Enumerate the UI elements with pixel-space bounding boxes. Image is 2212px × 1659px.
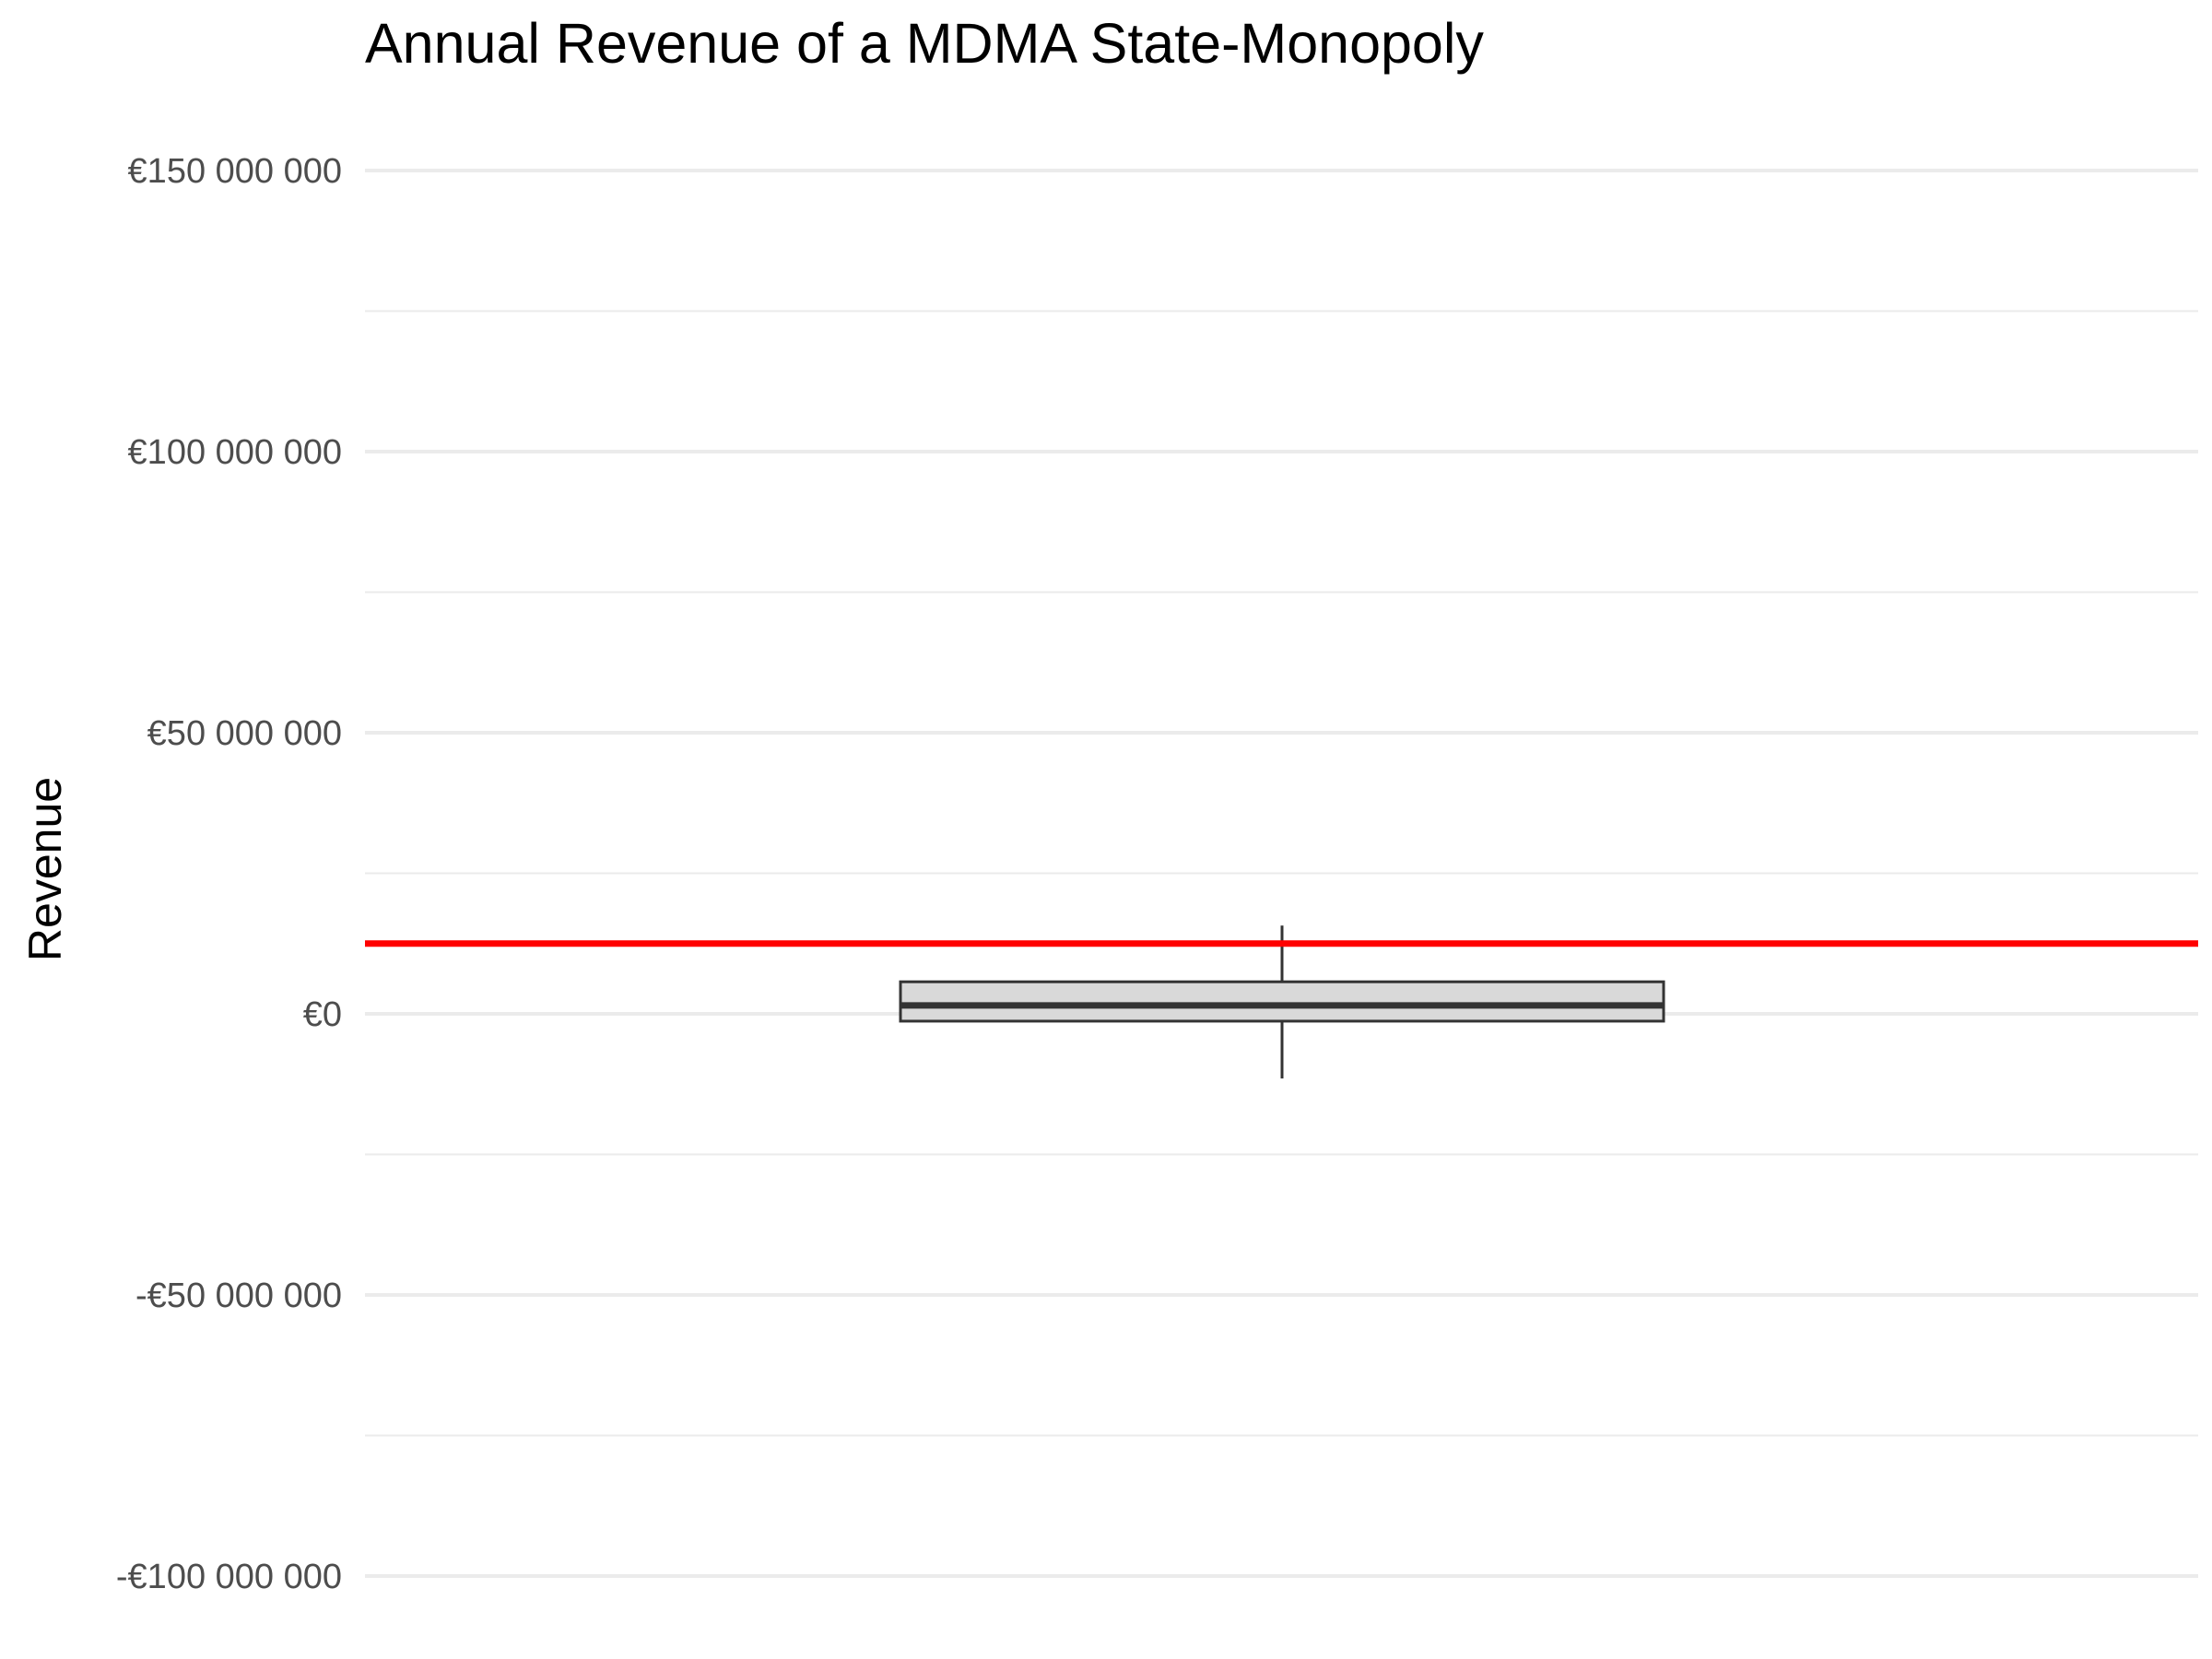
y-tick-label: €150 000 000	[128, 152, 342, 191]
box-iqr	[899, 980, 1665, 1023]
y-tick-label: -€100 000 000	[116, 1558, 342, 1596]
chart-title: Annual Revenue of a MDMA State-Monopoly	[365, 12, 1484, 75]
y-tick-label: €50 000 000	[147, 714, 342, 753]
box-plot	[899, 925, 1665, 1079]
y-tick-label: €100 000 000	[128, 433, 342, 472]
y-axis-ticks: -€100 000 000 -€50 000 000 €0 €50 000 000 €1…	[116, 152, 342, 1596]
y-tick-label: -€50 000 000	[135, 1277, 342, 1315]
y-axis-label: Revenue	[19, 777, 71, 961]
grid-layer	[365, 169, 2198, 1578]
y-tick-label: €0	[303, 995, 342, 1034]
